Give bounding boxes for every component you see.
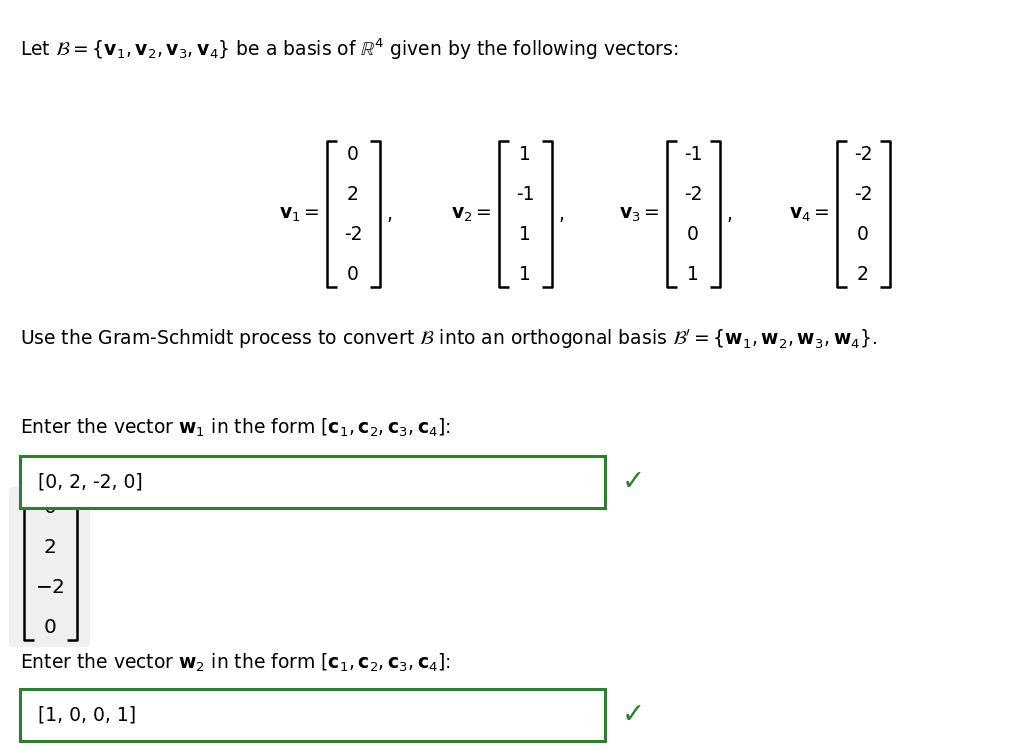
Text: -2: -2 (853, 185, 873, 204)
Text: 0: 0 (347, 144, 359, 164)
FancyBboxPatch shape (9, 487, 90, 647)
Text: 0: 0 (44, 617, 57, 637)
Text: ✓: ✓ (622, 701, 645, 729)
Text: -2: -2 (684, 185, 702, 204)
Text: 1: 1 (519, 225, 531, 243)
Text: $\mathbf{v}_4 =$: $\mathbf{v}_4 =$ (789, 204, 830, 224)
Text: 1: 1 (687, 264, 699, 284)
Text: Enter the vector $\mathbf{w}_2$ in the form $[\mathbf{c}_1, \mathbf{c}_2, \mathb: Enter the vector $\mathbf{w}_2$ in the f… (20, 651, 451, 674)
Text: $-$2: $-$2 (36, 578, 65, 596)
Text: $\mathbf{v}_1 =$: $\mathbf{v}_1 =$ (279, 204, 320, 224)
Text: -1: -1 (516, 185, 534, 204)
Text: 0: 0 (687, 225, 699, 243)
Text: 0: 0 (858, 225, 869, 243)
Text: [1, 0, 0, 1]: [1, 0, 0, 1] (38, 705, 136, 725)
Text: Use the Gram-Schmidt process to convert $\mathcal{B}$ into an orthogonal basis $: Use the Gram-Schmidt process to convert … (20, 327, 877, 351)
Text: -1: -1 (684, 144, 702, 164)
Text: ,: , (727, 204, 733, 224)
FancyBboxPatch shape (20, 456, 605, 508)
Text: 2: 2 (858, 264, 869, 284)
Text: -2: -2 (853, 144, 873, 164)
Text: $\mathbf{v}_3 =$: $\mathbf{v}_3 =$ (620, 204, 660, 224)
Text: 0: 0 (347, 264, 359, 284)
Text: 2: 2 (44, 538, 57, 556)
Text: -2: -2 (343, 225, 363, 243)
Text: ✓: ✓ (622, 468, 645, 496)
Text: ,: , (387, 204, 393, 224)
Text: ,: , (559, 204, 565, 224)
Text: 0: 0 (44, 497, 57, 517)
FancyBboxPatch shape (20, 689, 605, 741)
Text: [0, 2, -2, 0]: [0, 2, -2, 0] (38, 472, 143, 492)
Text: 1: 1 (519, 264, 531, 284)
Text: $\mathbf{v}_2 =$: $\mathbf{v}_2 =$ (451, 204, 492, 224)
Text: 1: 1 (519, 144, 531, 164)
Text: 2: 2 (347, 185, 359, 204)
Text: Enter the vector $\mathbf{w}_1$ in the form $[\mathbf{c}_1, \mathbf{c}_2, \mathb: Enter the vector $\mathbf{w}_1$ in the f… (20, 417, 451, 439)
Text: Let $\mathcal{B} = \{\mathbf{v}_1, \mathbf{v}_2, \mathbf{v}_3, \mathbf{v}_4\}$ b: Let $\mathcal{B} = \{\mathbf{v}_1, \math… (20, 36, 679, 62)
